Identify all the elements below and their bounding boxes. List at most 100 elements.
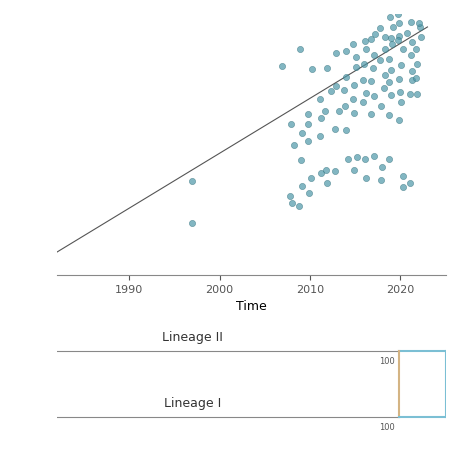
Point: [350, 166, 358, 174]
Point: [381, 71, 389, 78]
Point: [385, 111, 392, 119]
Point: [343, 73, 350, 81]
Point: [385, 78, 393, 85]
Point: [308, 66, 316, 73]
Point: [379, 163, 386, 171]
Point: [408, 38, 416, 46]
Point: [189, 177, 196, 185]
Point: [354, 153, 361, 161]
Point: [370, 51, 377, 59]
Point: [349, 41, 357, 48]
Point: [306, 189, 313, 197]
Point: [362, 174, 370, 182]
Point: [288, 199, 296, 207]
Point: [322, 166, 330, 174]
Point: [408, 67, 416, 74]
Point: [362, 89, 370, 97]
Point: [316, 132, 324, 140]
Point: [352, 63, 360, 71]
Point: [327, 87, 334, 95]
Point: [387, 14, 394, 21]
Point: [395, 32, 403, 39]
Point: [323, 64, 331, 72]
Point: [295, 202, 303, 210]
Point: [323, 180, 331, 187]
Point: [380, 84, 388, 92]
Point: [371, 30, 379, 38]
Point: [417, 33, 425, 41]
Point: [341, 102, 349, 109]
Point: [299, 129, 306, 137]
Point: [360, 76, 367, 83]
Point: [341, 86, 348, 93]
X-axis label: Time: Time: [236, 300, 266, 313]
Point: [287, 192, 294, 200]
Point: [407, 51, 415, 58]
Point: [368, 110, 375, 118]
Point: [189, 219, 196, 227]
Point: [416, 23, 424, 30]
Point: [349, 96, 357, 103]
Point: [362, 45, 370, 53]
Point: [350, 109, 358, 117]
Point: [408, 77, 415, 84]
Point: [377, 176, 385, 183]
Point: [387, 34, 394, 42]
Point: [414, 90, 421, 98]
Point: [304, 137, 311, 145]
Point: [342, 126, 349, 133]
Text: Lineage II: Lineage II: [163, 331, 223, 344]
Point: [370, 152, 377, 159]
Point: [394, 10, 402, 18]
Point: [399, 183, 406, 191]
Point: [296, 45, 303, 53]
Point: [385, 155, 393, 163]
Point: [322, 108, 329, 115]
Point: [403, 30, 410, 37]
Point: [291, 142, 298, 149]
Point: [381, 45, 389, 53]
Point: [415, 19, 423, 27]
Point: [412, 74, 420, 82]
Point: [287, 120, 295, 128]
Point: [332, 49, 340, 57]
Point: [395, 116, 402, 124]
Point: [304, 110, 312, 118]
Point: [398, 61, 405, 69]
Point: [345, 155, 352, 163]
Point: [359, 98, 366, 105]
Point: [389, 23, 397, 31]
Point: [377, 102, 385, 109]
Point: [350, 82, 358, 89]
Point: [388, 91, 395, 99]
Point: [304, 120, 312, 128]
Point: [298, 156, 305, 164]
Point: [406, 179, 414, 187]
Point: [399, 172, 406, 180]
Point: [317, 114, 325, 122]
Point: [307, 174, 315, 182]
Point: [318, 169, 325, 177]
Point: [381, 33, 389, 41]
Point: [367, 77, 374, 85]
Point: [385, 55, 393, 63]
Point: [343, 47, 350, 55]
Point: [413, 61, 420, 68]
Point: [367, 35, 375, 43]
Text: 100: 100: [379, 423, 395, 432]
Point: [370, 92, 378, 100]
Point: [394, 36, 402, 44]
Point: [360, 61, 368, 68]
Point: [397, 88, 404, 96]
Point: [406, 91, 414, 98]
Point: [399, 45, 406, 53]
Point: [376, 24, 384, 32]
Point: [395, 19, 402, 27]
Point: [376, 56, 384, 64]
Point: [353, 53, 360, 61]
Point: [412, 45, 420, 53]
Text: 100: 100: [379, 357, 395, 366]
Point: [387, 66, 395, 74]
Point: [389, 40, 396, 48]
Point: [361, 155, 369, 163]
